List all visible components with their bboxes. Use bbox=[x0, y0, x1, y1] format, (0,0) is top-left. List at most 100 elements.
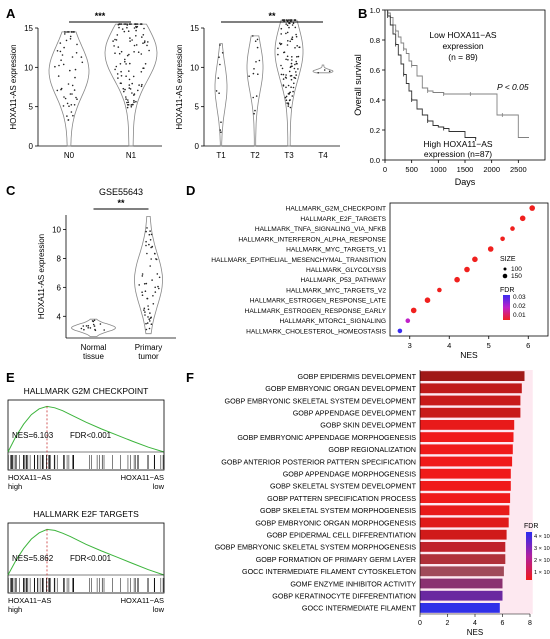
nes-dot bbox=[454, 276, 460, 283]
data-point bbox=[292, 22, 295, 25]
data-point bbox=[291, 59, 293, 61]
category-label: T1 bbox=[216, 151, 226, 160]
panel-letter-d: D bbox=[186, 183, 195, 198]
panel-letter-e: E bbox=[6, 370, 15, 385]
data-point bbox=[294, 63, 296, 66]
go-term-label: GOBP EPIDERMAL CELL DIFFERENTIATION bbox=[267, 531, 416, 540]
data-point bbox=[64, 97, 67, 100]
y-tick-label: 0.4 bbox=[370, 96, 380, 105]
data-point bbox=[113, 45, 115, 47]
plot-background bbox=[420, 370, 533, 614]
category-label: T3 bbox=[284, 151, 294, 160]
pathway-label: HALLMARK_EPITHELIAL_MESENCHYMAL_TRANSITI… bbox=[211, 257, 386, 264]
nes-bar bbox=[420, 420, 515, 430]
y-tick-label: 0.6 bbox=[370, 66, 380, 75]
data-point bbox=[154, 291, 157, 293]
data-point bbox=[286, 24, 289, 27]
y-tick-label: 15 bbox=[190, 24, 199, 33]
data-point bbox=[143, 283, 146, 285]
data-point bbox=[277, 53, 279, 56]
data-point bbox=[93, 319, 96, 322]
data-point bbox=[66, 102, 69, 105]
go-term-label: GOBP KERATINOCYTE DIFFERENTIATION bbox=[272, 592, 416, 601]
data-point bbox=[297, 55, 300, 58]
data-point bbox=[294, 77, 297, 79]
data-point bbox=[283, 51, 285, 54]
x-tick-label: 2 bbox=[446, 620, 450, 627]
pathway-label: HALLMARK_MYC_TARGETS_V1 bbox=[286, 247, 386, 254]
y-tick-label: 10 bbox=[52, 225, 61, 234]
data-point bbox=[147, 308, 150, 311]
data-point bbox=[141, 275, 144, 277]
go-term-label: GOBP REGIONALIZATION bbox=[328, 445, 416, 454]
data-point bbox=[99, 323, 102, 325]
data-point bbox=[132, 75, 135, 78]
data-point bbox=[133, 27, 136, 29]
y-tick-label: 0.0 bbox=[370, 156, 380, 165]
data-point bbox=[220, 131, 222, 133]
rank-label-low: HOXA11−AS bbox=[121, 473, 164, 482]
category-label: Normal bbox=[81, 343, 107, 352]
data-point bbox=[285, 23, 288, 25]
pathway-label: HALLMARK_ESTROGEN_RESPONSE_EARLY bbox=[245, 308, 387, 315]
data-point bbox=[125, 75, 127, 77]
chart-a-nstage: 0 5 10 15 HOXA11-AS expression N0 N1 *** bbox=[9, 11, 162, 160]
data-point bbox=[221, 52, 224, 54]
data-point bbox=[279, 43, 282, 46]
data-point bbox=[285, 99, 288, 101]
data-point bbox=[56, 50, 59, 52]
data-point bbox=[129, 40, 131, 42]
data-point bbox=[128, 53, 130, 56]
data-point bbox=[296, 56, 298, 58]
x-tick-label: 0 bbox=[418, 620, 422, 627]
data-point bbox=[296, 62, 298, 65]
data-point bbox=[115, 39, 118, 41]
data-point bbox=[255, 95, 258, 97]
data-point bbox=[254, 109, 256, 112]
data-point bbox=[135, 35, 137, 37]
data-point bbox=[147, 41, 149, 43]
y-tick-label: 15 bbox=[24, 24, 33, 33]
nes-bar bbox=[420, 407, 521, 418]
data-point bbox=[126, 26, 128, 29]
category-label: tumor bbox=[138, 352, 159, 361]
data-point bbox=[282, 73, 285, 76]
pathway-label: HALLMARK_GLYCOLYSIS bbox=[306, 267, 387, 274]
violin-shape bbox=[246, 35, 264, 147]
data-point bbox=[131, 92, 133, 94]
data-point bbox=[126, 106, 129, 109]
data-point bbox=[133, 51, 135, 53]
data-point bbox=[292, 86, 295, 89]
data-point bbox=[145, 328, 148, 331]
data-point bbox=[256, 38, 259, 41]
data-point bbox=[59, 42, 62, 44]
data-point bbox=[80, 327, 83, 330]
data-point bbox=[68, 31, 70, 33]
data-point bbox=[290, 86, 292, 88]
data-point bbox=[116, 73, 119, 75]
data-point bbox=[143, 67, 145, 69]
data-point bbox=[218, 56, 220, 58]
data-point bbox=[286, 44, 289, 46]
data-point bbox=[133, 99, 135, 102]
chart-title: GSE55643 bbox=[99, 187, 143, 197]
data-point bbox=[149, 239, 152, 241]
data-point bbox=[143, 309, 145, 311]
violin-shape bbox=[312, 64, 334, 74]
chart-d-hallmark-dotplot: HALLMARK_G2M_CHECKPOINT HALLMARK_E2F_TARG… bbox=[211, 202, 549, 360]
data-point bbox=[126, 101, 128, 104]
data-point bbox=[120, 75, 123, 77]
data-point bbox=[149, 320, 151, 322]
nes-bar bbox=[420, 481, 511, 491]
data-point bbox=[87, 325, 90, 327]
data-point bbox=[150, 323, 153, 326]
data-point bbox=[60, 59, 62, 61]
data-point bbox=[124, 58, 126, 61]
data-point bbox=[148, 233, 151, 236]
data-point bbox=[285, 95, 288, 98]
y-tick-label: 8 bbox=[57, 254, 62, 263]
nes-bar bbox=[420, 578, 503, 589]
nes-bar bbox=[420, 554, 506, 564]
x-tick-label: 4 bbox=[447, 341, 451, 350]
data-point bbox=[289, 66, 292, 69]
